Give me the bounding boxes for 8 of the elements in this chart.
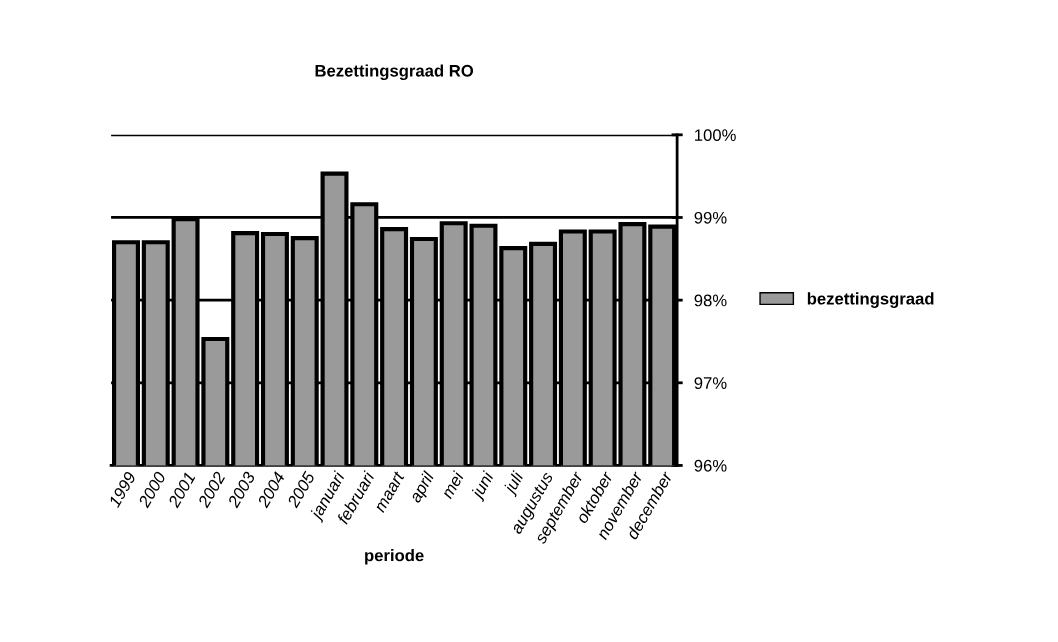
- y-tick-label: 100%: [695, 129, 736, 142]
- chart-title: Bezettingsgraad RO: [315, 64, 474, 81]
- y-tick-label: 99%: [694, 211, 727, 224]
- y-tick-label: 96%: [694, 459, 727, 472]
- y-tick-label: 97%: [694, 377, 727, 389]
- y-tick-label: 98%: [694, 294, 727, 307]
- legend-label: bezettingsgraad: [807, 292, 934, 308]
- x-axis-title: periode: [365, 549, 424, 565]
